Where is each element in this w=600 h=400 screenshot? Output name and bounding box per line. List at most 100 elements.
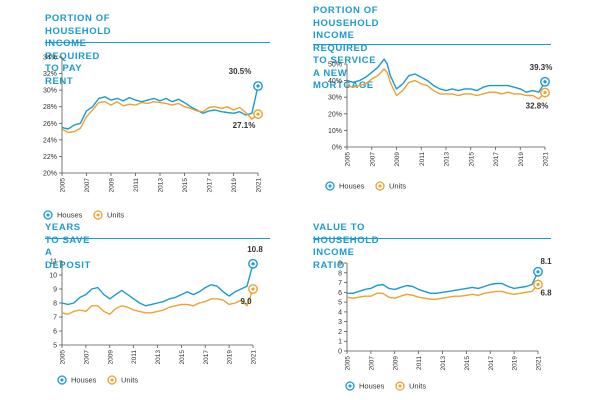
data-label-end-houses: 10.8 — [247, 245, 263, 254]
legend-label-houses: Houses — [71, 376, 97, 385]
y-tick-label: 6 — [53, 329, 57, 336]
legend-marker-dot-houses — [328, 184, 332, 188]
end-marker-dot-houses — [251, 262, 255, 266]
y-tick-label: 30% — [328, 95, 342, 102]
data-label-end-houses: 8.1 — [540, 257, 552, 266]
x-tick-label: 2017 — [488, 356, 495, 371]
rent-chart: 20% 22% 24% 26% 28% 30% 32% 34% 2005 2007 2009 2011… — [43, 55, 263, 220]
series-line-units — [61, 288, 254, 315]
x-tick-label: 2009 — [392, 356, 399, 371]
end-marker-dot-units — [251, 287, 255, 291]
x-tick-label: 2009 — [109, 178, 116, 193]
legend-marker-dot-houses — [46, 213, 50, 217]
legend-marker-dot-units — [398, 384, 402, 388]
x-tick-label: 2007 — [83, 350, 90, 365]
y-tick-label: 6 — [338, 290, 342, 297]
x-tick-label: 2019 — [512, 356, 519, 371]
x-tick-label: 2021 — [536, 356, 543, 371]
y-tick-label: 26% — [43, 121, 57, 128]
x-tick-label: 2011 — [416, 356, 423, 370]
y-tick-label: 8 — [53, 301, 57, 308]
legend-label-units: Units — [107, 211, 124, 220]
x-tick-label: 2015 — [464, 356, 471, 371]
y-tick-label: 10% — [328, 128, 342, 135]
x-tick-label: 2021 — [251, 350, 258, 365]
chart-title: PORTION OF HOUSEHOLD INCOME REQUIRED TO … — [313, 5, 380, 91]
y-tick-label: 8 — [338, 270, 342, 277]
y-tick-label: 11 — [50, 259, 57, 266]
y-tick-label: 34% — [43, 55, 57, 62]
legend-marker-dot-units — [110, 378, 114, 382]
x-tick-label: 2011 — [133, 178, 140, 192]
chart-title: VALUE TO HOUSEHOLD INCOME RATIO — [313, 222, 380, 271]
title-underline — [313, 44, 551, 45]
y-tick-label: 10 — [49, 273, 57, 280]
title-underline — [45, 238, 270, 239]
chart-title: PORTION OF HOUSEHOLD INCOME REQUIRED TO … — [45, 13, 112, 87]
end-marker-dot-houses — [536, 270, 540, 274]
data-label-end-units: 9.0 — [240, 297, 252, 306]
series-line-houses — [347, 271, 539, 294]
y-tick-label: 0 — [338, 349, 342, 356]
end-marker-dot-houses — [543, 80, 547, 84]
title-underline — [45, 42, 270, 43]
x-tick-label: 2005 — [60, 350, 67, 365]
y-tick-label: 4 — [338, 309, 342, 316]
data-label-end-houses: 30.5% — [229, 67, 252, 76]
data-label-end-units: 6.8 — [540, 289, 552, 298]
end-marker-dot-units — [536, 282, 540, 287]
data-label-end-units: 32.8% — [526, 102, 549, 111]
x-tick-label: 2017 — [207, 178, 214, 193]
y-tick-label: 5 — [53, 343, 57, 350]
x-tick-label: 2021 — [543, 152, 550, 167]
y-tick-label: 7 — [53, 315, 57, 322]
legend-label-units: Units — [121, 376, 138, 385]
series-line-units — [346, 284, 539, 300]
y-tick-label: 50% — [328, 62, 342, 69]
x-tick-label: 2005 — [345, 356, 352, 371]
legend-marker-dot-houses — [348, 384, 352, 388]
y-tick-label: 28% — [43, 104, 57, 111]
y-tick-label: 24% — [43, 137, 57, 144]
x-tick-label: 2019 — [227, 350, 234, 365]
data-label-end-units: 27.1% — [233, 121, 256, 130]
legend-label-units: Units — [389, 182, 406, 191]
y-tick-label: 7 — [338, 280, 342, 287]
y-tick-label: 32% — [43, 71, 57, 78]
legend-marker-dot-units — [96, 213, 100, 217]
y-tick-label: 20% — [328, 111, 342, 118]
y-tick-label: 22% — [43, 154, 57, 161]
y-tick-label: 0% — [332, 145, 342, 152]
x-tick-label: 2015 — [179, 350, 186, 365]
x-tick-label: 2017 — [493, 152, 500, 167]
y-tick-label: 5 — [338, 300, 342, 307]
data-label-end-houses: 39.3% — [530, 63, 553, 72]
legend-marker-dot-units — [378, 184, 382, 188]
x-tick-label: 2017 — [203, 350, 210, 365]
x-tick-label: 2019 — [518, 152, 525, 167]
x-tick-label: 2015 — [468, 152, 475, 167]
x-tick-label: 2005 — [60, 178, 67, 193]
series-line-houses — [61, 263, 254, 307]
y-tick-label: 20% — [43, 171, 57, 178]
series-line-houses — [61, 85, 259, 130]
x-tick-label: 2013 — [155, 350, 162, 365]
x-tick-label: 2015 — [182, 178, 189, 193]
deposit-chart: 5 6 7 8 9 10 11 2005 2007 2009 2011 2013 2015 2017 201… — [49, 245, 263, 385]
legend-label-houses: Houses — [339, 182, 365, 191]
end-marker-dot-units — [256, 112, 260, 116]
y-tick-label: 40% — [328, 78, 342, 85]
legend-marker-dot-houses — [60, 378, 64, 382]
legend-label-houses: Houses — [359, 382, 385, 391]
y-tick-label: 3 — [338, 319, 342, 326]
x-tick-label: 2013 — [444, 152, 451, 167]
x-tick-label: 2021 — [256, 178, 263, 193]
y-tick-label: 1 — [338, 339, 342, 346]
x-tick-label: 2013 — [158, 178, 165, 193]
x-tick-label: 2011 — [131, 350, 138, 364]
x-tick-label: 2013 — [440, 356, 447, 371]
y-tick-label: 9 — [53, 287, 57, 294]
x-tick-label: 2009 — [394, 152, 401, 167]
x-tick-label: 2011 — [419, 152, 426, 166]
x-tick-label: 2019 — [231, 178, 238, 193]
